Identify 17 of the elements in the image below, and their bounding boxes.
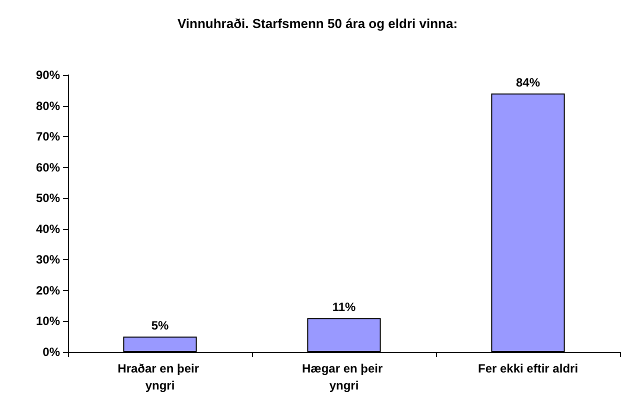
y-tick-label: 60% bbox=[36, 160, 60, 174]
chart-title: Vinnuhraði. Starfsmenn 50 ára og eldri vinna: bbox=[177, 16, 458, 31]
x-tick-label: Hægar en þeir yngri bbox=[302, 362, 386, 392]
y-tick-label: 10% bbox=[36, 314, 60, 328]
y-tick-label: 90% bbox=[36, 68, 60, 82]
data-label: 5% bbox=[151, 318, 169, 333]
x-tick-label: Fer ekki eftir aldri bbox=[478, 362, 578, 376]
data-label: 84% bbox=[516, 75, 540, 90]
data-label: 11% bbox=[332, 300, 356, 314]
y-tick-label: 80% bbox=[36, 98, 60, 113]
y-tick-label: 20% bbox=[36, 283, 60, 298]
y-tick-label: 50% bbox=[36, 191, 60, 206]
x-tick-label: Hraðar en þeir yngri bbox=[118, 362, 202, 392]
y-tick-label: 30% bbox=[36, 252, 60, 267]
y-tick-label: 70% bbox=[36, 130, 60, 144]
y-tick-label: 40% bbox=[36, 222, 60, 236]
y-tick-label: 0% bbox=[42, 345, 60, 359]
